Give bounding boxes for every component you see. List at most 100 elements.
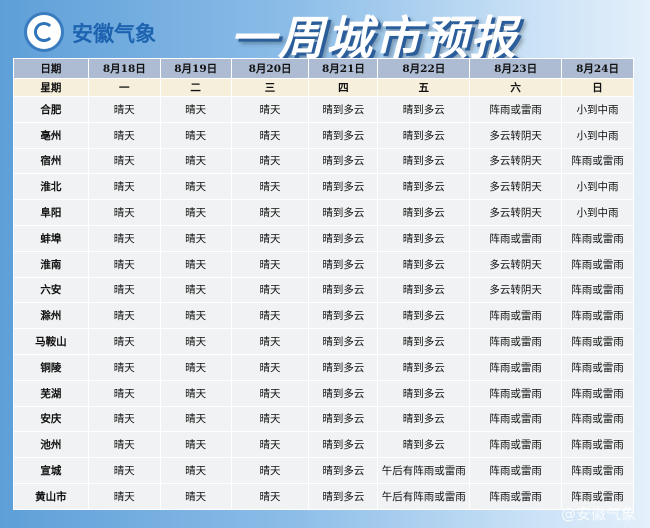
cell: 小到中雨 (561, 199, 634, 226)
cell: 阵雨或雷雨 (469, 96, 563, 123)
cell: 晴天 (159, 224, 232, 252)
row-label: 日期 (13, 58, 89, 79)
cell: 晴天 (159, 173, 232, 201)
row-label: 六安 (13, 276, 89, 304)
cell: 8月21日 (308, 58, 379, 79)
cell: 晴天 (87, 199, 161, 226)
cell: 二 (159, 78, 232, 97)
cell: 晴天 (87, 250, 161, 278)
cell: 阵雨或雷雨 (469, 482, 563, 510)
cell: 晴天 (87, 431, 161, 459)
cell: 晴到多云 (377, 328, 471, 355)
row-label: 合肥 (13, 96, 89, 123)
cell: 晴天 (159, 147, 232, 175)
cell: 晴天 (230, 405, 310, 433)
cell: 六 (469, 78, 563, 97)
forecast-table: 日期 8月18日 8月19日 8月20日 8月21日 8月22日 8月23日 8月24日 星期一… (13, 58, 634, 510)
cell: 晴天 (87, 379, 161, 407)
cell: 晴到多云 (377, 121, 471, 149)
cell: 晴天 (87, 302, 161, 330)
page-title: 一周城市预报 (230, 11, 518, 65)
cell: 晴到多云 (308, 224, 379, 252)
cell: 午后有阵雨或雷雨 (377, 457, 471, 484)
cell: 阵雨或雷雨 (561, 482, 634, 510)
table-row: 滁州 晴天 晴天 晴天 晴到多云 晴到多云 阵雨或雷雨 阵雨或雷雨 (13, 302, 634, 330)
cell: 晴天 (87, 96, 161, 123)
cell: 晴天 (230, 224, 310, 252)
row-label: 淮南 (13, 250, 89, 278)
cell: 晴到多云 (308, 199, 379, 226)
cell: 晴到多云 (377, 353, 471, 381)
cell: 晴天 (87, 224, 161, 252)
table-row: 六安 晴天 晴天 晴天 晴到多云 晴到多云 多云转阴天 阵雨或雷雨 (13, 276, 634, 304)
cell: 晴到多云 (377, 147, 471, 175)
cell: 晴天 (159, 405, 232, 433)
cell: 晴天 (230, 147, 310, 175)
cell: 阵雨或雷雨 (561, 405, 634, 433)
cell: 晴天 (87, 457, 161, 484)
cell: 晴天 (230, 482, 310, 510)
cell: 阵雨或雷雨 (561, 224, 634, 252)
cell: 8月20日 (230, 58, 310, 79)
cell: 晴到多云 (308, 431, 379, 459)
row-label: 蚌埠 (13, 224, 89, 252)
cell: 晴天 (230, 276, 310, 304)
cell: 晴到多云 (308, 147, 379, 175)
cell: 阵雨或雷雨 (561, 147, 634, 175)
cell: 阵雨或雷雨 (561, 379, 634, 407)
brand-name: 安徽气象 (72, 21, 156, 46)
cell: 晴到多云 (308, 328, 379, 355)
header-row: 日期 8月18日 8月19日 8月20日 8月21日 8月22日 8月23日 8月24日 (13, 58, 634, 79)
cell: 阵雨或雷雨 (469, 431, 563, 459)
cell: 晴天 (87, 405, 161, 433)
cell: 阵雨或雷雨 (469, 457, 563, 484)
row-label: 安庆 (13, 405, 89, 433)
cell: 五 (377, 78, 471, 97)
cell: 晴天 (87, 173, 161, 201)
row-label: 星期 (13, 78, 89, 97)
cell: 多云转阴天 (469, 250, 563, 278)
table-row: 安庆 晴天 晴天 晴天 晴到多云 晴到多云 阵雨或雷雨 阵雨或雷雨 (13, 405, 634, 433)
cell: 晴到多云 (377, 431, 471, 459)
cell: 晴天 (230, 457, 310, 484)
cell: 阵雨或雷雨 (561, 250, 634, 278)
cell: 晴到多云 (308, 96, 379, 123)
cell: 晴天 (159, 276, 232, 304)
table-row: 马鞍山 晴天 晴天 晴天 晴到多云 晴到多云 阵雨或雷雨 阵雨或雷雨 (13, 328, 634, 355)
cell: 阵雨或雷雨 (469, 379, 563, 407)
cell: 晴天 (230, 431, 310, 459)
cell: 晴到多云 (377, 405, 471, 433)
anhui-meteorology-logo (24, 12, 64, 52)
cell: 晴天 (230, 121, 310, 149)
cell: 晴天 (230, 173, 310, 201)
row-label: 黄山市 (13, 482, 89, 510)
table-row: 淮南 晴天 晴天 晴天 晴到多云 晴到多云 多云转阴天 阵雨或雷雨 (13, 250, 634, 278)
cell: 阵雨或雷雨 (561, 353, 634, 381)
swirl-icon (34, 22, 54, 42)
table-row: 淮北 晴天 晴天 晴天 晴到多云 晴到多云 多云转阴天 小到中雨 (13, 173, 634, 201)
cell: 三 (230, 78, 310, 97)
table-row: 亳州 晴天 晴天 晴天 晴到多云 晴到多云 多云转阴天 小到中雨 (13, 121, 634, 149)
cell: 晴天 (159, 457, 232, 484)
table-row: 阜阳 晴天 晴天 晴天 晴到多云 晴到多云 多云转阴天 小到中雨 (13, 199, 634, 226)
row-label: 宿州 (13, 147, 89, 175)
cell: 一 (87, 78, 161, 97)
row-label: 滁州 (13, 302, 89, 330)
cell: 晴到多云 (377, 199, 471, 226)
row-label: 芜湖 (13, 379, 89, 407)
cell: 晴到多云 (308, 353, 379, 381)
cell: 午后有阵雨或雷雨 (377, 482, 471, 510)
cell: 晴天 (159, 250, 232, 278)
row-label: 淮北 (13, 173, 89, 201)
cell: 8月19日 (159, 58, 232, 79)
cell: 晴天 (159, 431, 232, 459)
cell: 晴天 (230, 379, 310, 407)
cell: 阵雨或雷雨 (561, 328, 634, 355)
cell: 8月22日 (377, 58, 471, 79)
cell: 晴到多云 (377, 276, 471, 304)
cell: 晴天 (159, 482, 232, 510)
cell: 8月24日 (561, 58, 634, 79)
cell: 晴天 (230, 199, 310, 226)
cell: 小到中雨 (561, 96, 634, 123)
table-row: 黄山市 晴天 晴天 晴天 晴到多云 午后有阵雨或雷雨 阵雨或雷雨 阵雨或雷雨 (13, 482, 634, 510)
